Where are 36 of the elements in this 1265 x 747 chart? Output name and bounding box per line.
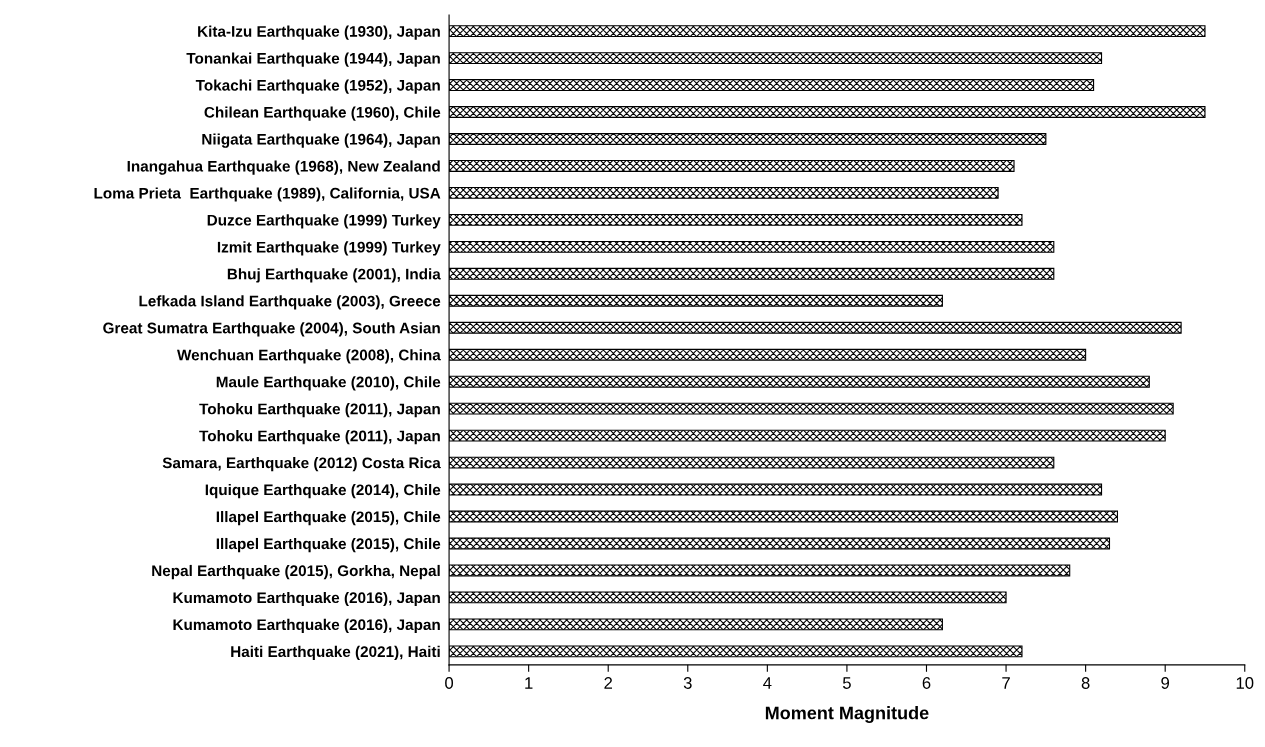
x-tick-label: 8: [1081, 677, 1090, 689]
y-tick-label: Maule Earthquake (2010), Chile: [216, 376, 441, 391]
y-tick-label: Tohoku Earthquake (2011), Japan: [199, 403, 440, 418]
y-tick-label: Inangahua Earthquake (1968), New Zealand: [127, 160, 440, 175]
y-tick-label: Haiti Earthquake (2021), Haiti: [231, 645, 440, 661]
x-axis-title: Moment Magnitude: [765, 706, 929, 723]
y-tick-label: Wenchuan Earthquake (2008), China: [177, 349, 441, 364]
y-tick-label: Loma Prieta Earthquake (1989), California, USA: [94, 187, 441, 202]
x-tick-label: 1: [525, 677, 533, 689]
x-tick-label: 5: [842, 677, 851, 689]
y-tick-label: Kita-Izu Earthquake (1930), Japan: [198, 25, 440, 40]
x-tick-label: 9: [1161, 677, 1170, 689]
y-tick-label: Tonankai Earthquake (1944), Japan: [186, 52, 440, 67]
y-tick-label: Great Sumatra Earthquake (2004), South Asian: [103, 322, 440, 337]
x-tick-label: 10: [1236, 677, 1254, 689]
y-tick-label: Izmit Earthquake (1999) Turkey: [217, 241, 441, 256]
y-tick-label: Illapel Earthquake (2015), Chile: [216, 537, 441, 553]
x-tick-label: 3: [683, 677, 692, 689]
x-tick-label: 4: [763, 677, 772, 689]
y-tick-label: Illapel Earthquake (2015), Chile: [216, 510, 441, 526]
y-tick-label: Tokachi Earthquake (1952), Japan: [195, 79, 440, 94]
y-tick-label: Samara, Earthquake (2012) Costa Rica: [162, 457, 441, 472]
y-tick-label: Kumamoto Earthquake (2016), Japan: [173, 591, 440, 607]
y-tick-label: Lefkada Island Earthquake (2003), Greece: [139, 295, 441, 310]
y-tick-label: Nepal Earthquake (2015), Gorkha, Nepal: [152, 564, 440, 580]
y-tick-label: Duzce Earthquake (1999) Turkey: [207, 214, 441, 229]
y-tick-label: Chilean Earthquake (1960), Chile: [204, 106, 441, 121]
x-tick-label: 2: [604, 677, 613, 689]
x-tick-label: 0: [445, 677, 454, 689]
y-tick-label: Bhuj Earthquake (2001), India: [227, 268, 441, 283]
y-tick-label: Niigata Earthquake (1964), Japan: [202, 133, 440, 148]
y-tick-label: Kumamoto Earthquake (2016), Japan: [173, 618, 440, 634]
y-tick-label: Iquique Earthquake (2014), Chile: [205, 484, 441, 499]
x-tick-label: 7: [1002, 677, 1010, 689]
x-tick-label: 6: [922, 677, 931, 689]
y-tick-label: Tohoku Earthquake (2011), Japan: [199, 430, 440, 445]
